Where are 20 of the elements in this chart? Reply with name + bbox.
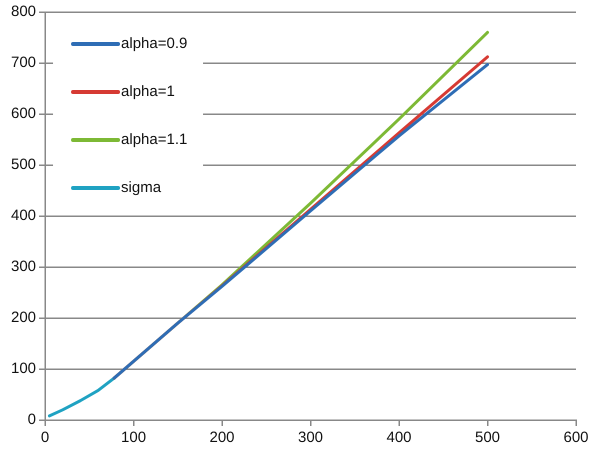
legend-label: sigma — [121, 179, 162, 196]
y-tick-label: 400 — [10, 207, 36, 224]
x-tick-label: 400 — [386, 429, 412, 446]
legend-label: alpha=0.9 — [121, 35, 188, 52]
y-tick-label: 200 — [10, 309, 36, 326]
y-tick-label: 500 — [10, 156, 36, 174]
x-tick-label: 200 — [210, 429, 235, 446]
x-tick-label: 500 — [474, 429, 500, 446]
x-tick-label: 100 — [121, 429, 146, 446]
legend-label: alpha=1.1 — [121, 131, 188, 148]
x-tick-label: 300 — [298, 429, 324, 446]
x-tick-label: 0 — [40, 429, 50, 446]
x-tick-label: 600 — [563, 429, 589, 446]
y-tick-label: 700 — [10, 54, 36, 72]
y-tick-label: 800 — [10, 3, 36, 20]
y-tick-label: 600 — [10, 105, 36, 122]
y-tick-label: 0 — [28, 411, 36, 428]
y-tick-label: 100 — [10, 360, 36, 378]
y-tick-label: 300 — [10, 258, 36, 276]
legend-label: alpha=1 — [121, 83, 175, 100]
